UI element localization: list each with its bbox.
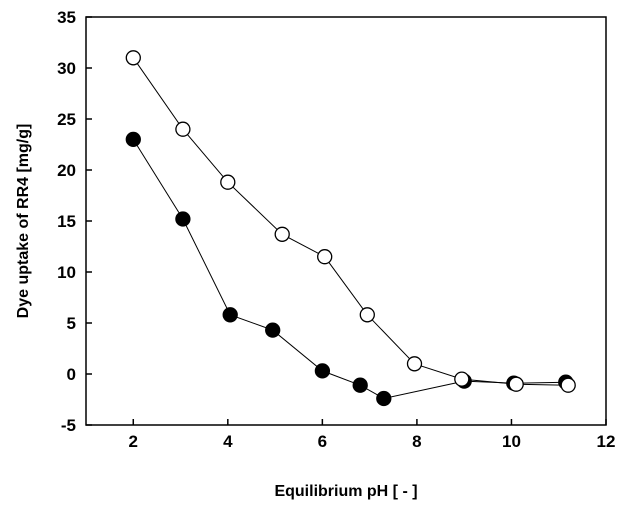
x-tick-label: 2 [129, 432, 138, 451]
filled-data-point [175, 211, 191, 227]
y-tick-label: 10 [57, 263, 76, 282]
filled-data-point [314, 363, 331, 379]
y-tick-label: 0 [67, 365, 76, 384]
open-data-point [508, 376, 524, 392]
y-tick-label: 35 [57, 8, 76, 27]
y-tick-label: 5 [67, 314, 76, 333]
y-tick-label: 30 [57, 59, 76, 78]
open-data-point [454, 371, 470, 387]
filled-data-point [376, 390, 392, 407]
filled-data-point [265, 322, 281, 338]
y-axis-title: Dye uptake of RR4 [mg/g] [15, 124, 32, 319]
x-tick-label: 8 [412, 432, 421, 451]
plot-frame [85, 16, 607, 426]
open-data-point [560, 377, 576, 393]
x-axis-title: Equilibrium pH [ - ] [274, 483, 417, 500]
y-tick-label: -5 [61, 416, 76, 435]
x-tick-label: 10 [502, 432, 521, 451]
ticks: 2 4 6 8 10 12 -5 0 5 10 15 20 25 30 35 [57, 8, 615, 451]
x-tick-label: 12 [597, 432, 616, 451]
open-data-point [125, 50, 141, 66]
y-tick-label: 20 [57, 161, 76, 180]
open-data-point [220, 174, 236, 190]
open-data-point [406, 356, 423, 372]
y-tick-label: 15 [57, 212, 76, 231]
series-line [132, 57, 569, 386]
open-data-point [359, 307, 375, 323]
series-layer [125, 50, 576, 407]
y-tick-label: 25 [57, 110, 76, 129]
filled-data-point [125, 131, 141, 148]
x-tick-label: 4 [223, 432, 233, 451]
open-data-point [317, 249, 333, 265]
series-line [132, 139, 566, 400]
open-data-point [175, 121, 191, 137]
filled-data-point [222, 307, 238, 323]
filled-data-point [352, 377, 368, 393]
x-tick-label: 6 [318, 432, 327, 451]
open-data-point [274, 226, 290, 242]
